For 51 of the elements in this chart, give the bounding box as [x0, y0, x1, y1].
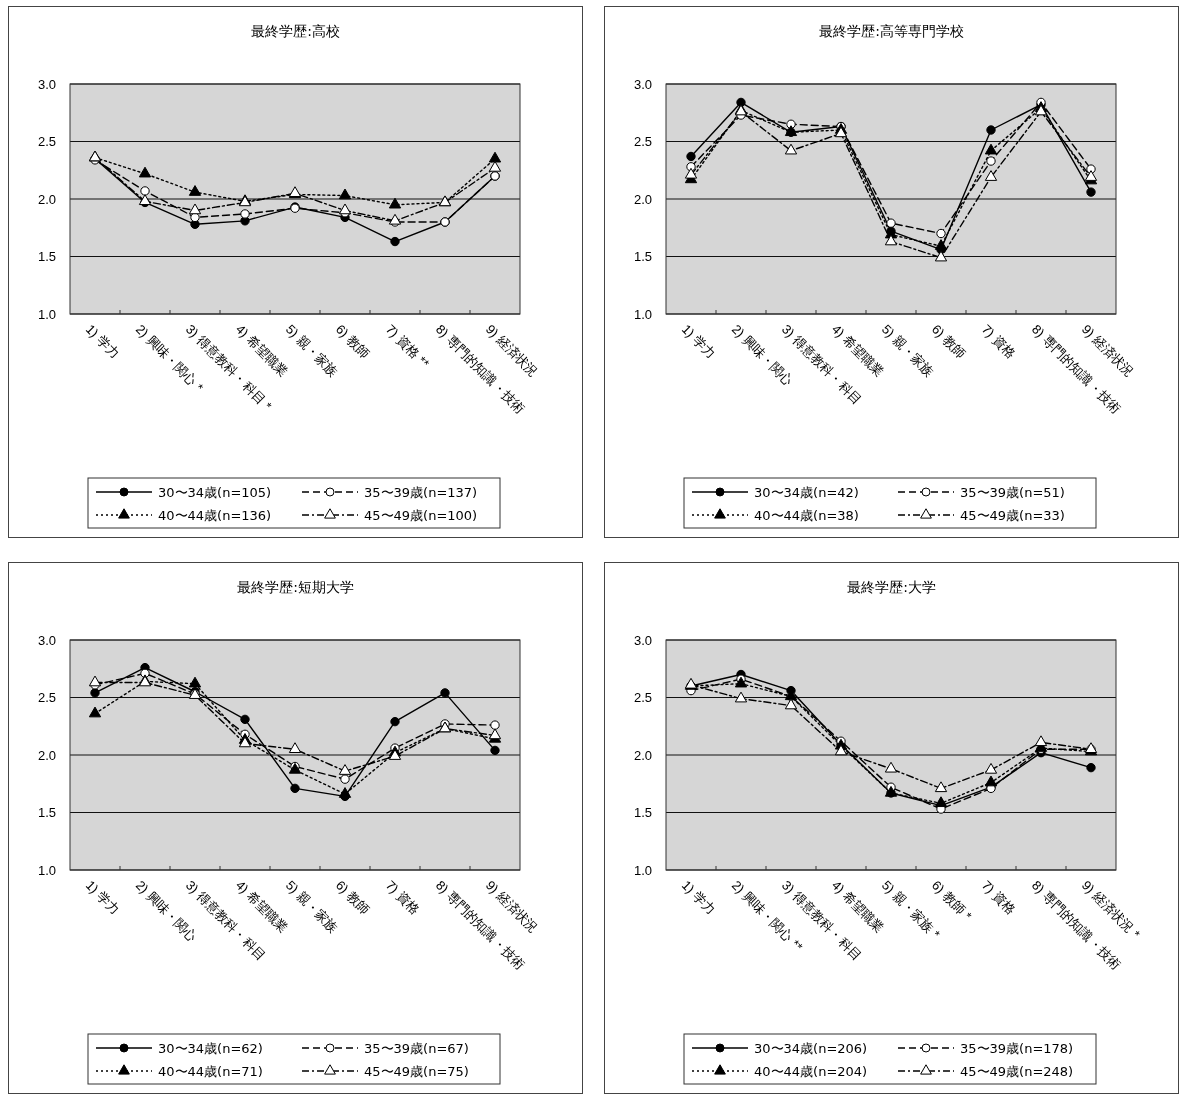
- y-tick-label: 3.0: [633, 632, 652, 648]
- legend-label: 45〜49歳(n=33): [960, 508, 1065, 523]
- x-tick-label: 1) 学力: [82, 877, 123, 918]
- y-tick-label: 1.5: [633, 805, 652, 821]
- x-tick-label: 6) 教師: [332, 321, 373, 362]
- legend-label: 30〜34歳(n=206): [754, 1041, 868, 1056]
- x-tick-label: 1) 学力: [82, 321, 123, 362]
- x-tick-label: 7) 資格 **: [382, 321, 433, 371]
- legend-label: 35〜39歳(n=137): [364, 485, 478, 500]
- legend-label: 45〜49歳(n=75): [364, 1064, 469, 1079]
- chart-title: 最終学歴:高校: [251, 23, 340, 39]
- y-tick-label: 1.5: [633, 249, 652, 265]
- y-tick-label: 2.5: [37, 134, 56, 150]
- y-tick-label: 2.0: [633, 747, 652, 763]
- legend-label: 40〜44歳(n=204): [754, 1064, 868, 1079]
- y-tick-label: 1.5: [37, 249, 56, 265]
- x-tick-label: 7) 資格: [382, 877, 423, 918]
- legend-label: 40〜44歳(n=38): [754, 508, 859, 523]
- y-tick-label: 2.5: [633, 134, 652, 150]
- legend-label: 35〜39歳(n=67): [364, 1041, 469, 1056]
- y-tick-label: 1.5: [37, 805, 56, 821]
- y-tick-label: 2.5: [633, 690, 652, 706]
- x-tick-label: 1) 学力: [678, 877, 719, 918]
- y-tick-label: 2.0: [37, 747, 56, 763]
- y-tick-label: 1.0: [633, 862, 652, 878]
- x-tick-label: 6) 教師: [928, 321, 969, 362]
- legend-label: 30〜34歳(n=105): [158, 485, 272, 500]
- y-tick-label: 1.0: [37, 862, 56, 878]
- legend-label: 45〜49歳(n=248): [960, 1064, 1074, 1079]
- y-tick-label: 2.5: [37, 690, 56, 706]
- y-tick-label: 3.0: [37, 632, 56, 648]
- x-tick-label: 1) 学力: [678, 321, 719, 362]
- y-tick-label: 1.0: [37, 306, 56, 322]
- legend-label: 45〜49歳(n=100): [364, 508, 478, 523]
- x-tick-label: 7) 資格: [978, 877, 1019, 918]
- legend-label: 40〜44歳(n=71): [158, 1064, 263, 1079]
- y-tick-label: 2.0: [633, 191, 652, 207]
- y-tick-label: 3.0: [633, 76, 652, 92]
- legend-label: 30〜34歳(n=42): [754, 485, 859, 500]
- y-tick-label: 3.0: [37, 76, 56, 92]
- y-tick-label: 2.0: [37, 191, 56, 207]
- y-tick-label: 1.0: [633, 306, 652, 322]
- legend-label: 40〜44歳(n=136): [158, 508, 272, 523]
- legend-label: 30〜34歳(n=62): [158, 1041, 263, 1056]
- chart-title: 最終学歴:高等専門学校: [819, 23, 964, 39]
- x-tick-label: 6) 教師: [332, 877, 373, 918]
- legend-label: 35〜39歳(n=178): [960, 1041, 1074, 1056]
- x-tick-label: 7) 資格: [978, 321, 1019, 362]
- chart-title: 最終学歴:大学: [847, 579, 936, 595]
- chart-title: 最終学歴:短期大学: [237, 579, 354, 595]
- legend-label: 35〜39歳(n=51): [960, 485, 1065, 500]
